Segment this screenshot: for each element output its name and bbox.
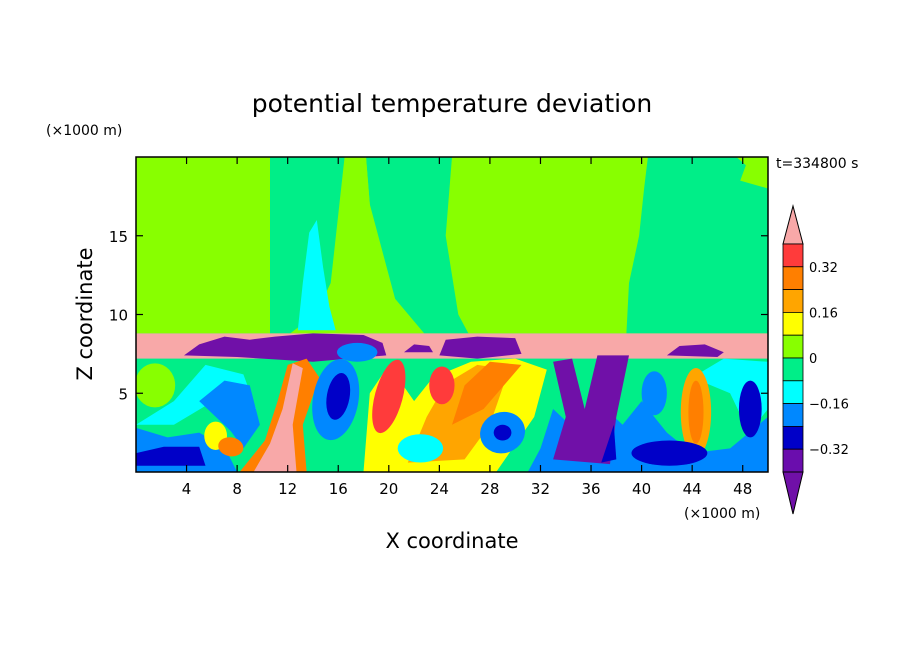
- x-tick-label: 36: [581, 480, 600, 498]
- y-unit-label: (×1000 m): [46, 123, 122, 139]
- cyan-column: [297, 220, 336, 331]
- colorbar-swatch: [782, 425, 804, 450]
- x-tick-label: 28: [480, 480, 499, 498]
- purple-cap: [666, 344, 724, 357]
- colorbar: 0.32 0.16 0 −0.16 −0.32: [782, 204, 849, 515]
- x-tick-label: 4: [182, 480, 192, 498]
- cool-blob: [493, 424, 512, 441]
- colorbar-swatch: [782, 266, 804, 290]
- colorbar-over-triangle: [782, 204, 804, 245]
- warm-region: [452, 361, 522, 425]
- colorbar-swatch: [782, 243, 804, 268]
- warm-blob: [688, 380, 704, 444]
- warm-core: [429, 366, 455, 405]
- cool-blob: [397, 434, 444, 463]
- colorbar-label: −0.16: [809, 398, 849, 413]
- x-unit-label: (×1000 m): [684, 506, 760, 522]
- cool-blob: [738, 380, 762, 438]
- colorbar-swatch: [782, 357, 804, 382]
- colorbar-swatch: [782, 311, 804, 336]
- warm-plume-core: [253, 363, 303, 472]
- colorbar-label: −0.32: [809, 443, 849, 458]
- chart-title: potential temperature deviation: [252, 89, 652, 118]
- time-label: t=334800 s: [776, 156, 858, 172]
- cool-blob: [631, 440, 708, 466]
- field-plot: [136, 157, 768, 472]
- colorbar-swatch: [782, 448, 804, 473]
- x-tick-label: 40: [632, 480, 651, 498]
- x-axis-label: X coordinate: [385, 529, 518, 553]
- upper-plume: [626, 157, 768, 334]
- x-tick-label: 8: [232, 480, 242, 498]
- y-tick-label: 15: [109, 228, 128, 246]
- x-tick-label: 32: [531, 480, 550, 498]
- cool-blob: [326, 373, 351, 420]
- upper-gap: [347, 157, 370, 283]
- colorbar-swatch: [782, 289, 804, 313]
- purple-cap: [184, 333, 387, 362]
- warm-blob: [218, 437, 244, 457]
- cool-blob: [641, 371, 667, 416]
- y-axis-label: Z coordinate: [73, 247, 97, 380]
- colorbar-swatch: [782, 380, 804, 404]
- y-tick-label: 10: [109, 307, 128, 325]
- x-tick-label: 16: [329, 480, 348, 498]
- x-axis: 4 8 12 16 20 24 28 32 36 40 44 48: [182, 157, 752, 498]
- x-tick-label: 12: [278, 480, 297, 498]
- colorbar-swatch: [782, 403, 804, 427]
- mixed-blob: [136, 363, 176, 408]
- x-tick-label: 24: [430, 480, 449, 498]
- x-tick-label: 48: [733, 480, 752, 498]
- cool-blob: [336, 342, 378, 362]
- cool-core: [601, 424, 617, 463]
- cool-region: [199, 380, 260, 449]
- colorbar-label: 0.16: [809, 306, 838, 321]
- colorbar-label: 0.32: [809, 261, 838, 276]
- y-axis: 5 10 15: [109, 228, 768, 403]
- colorbar-under-triangle: [782, 471, 804, 515]
- warm-core: [372, 359, 406, 434]
- colorbar-swatch: [782, 334, 804, 359]
- purple-cap: [404, 344, 433, 353]
- cool-region: [136, 446, 206, 466]
- x-tick-label: 20: [379, 480, 398, 498]
- upper-patch: [740, 157, 768, 189]
- purple-cap: [439, 336, 522, 359]
- colorbar-label: 0: [809, 352, 817, 367]
- x-tick-label: 44: [683, 480, 702, 498]
- y-tick-label: 5: [118, 385, 128, 403]
